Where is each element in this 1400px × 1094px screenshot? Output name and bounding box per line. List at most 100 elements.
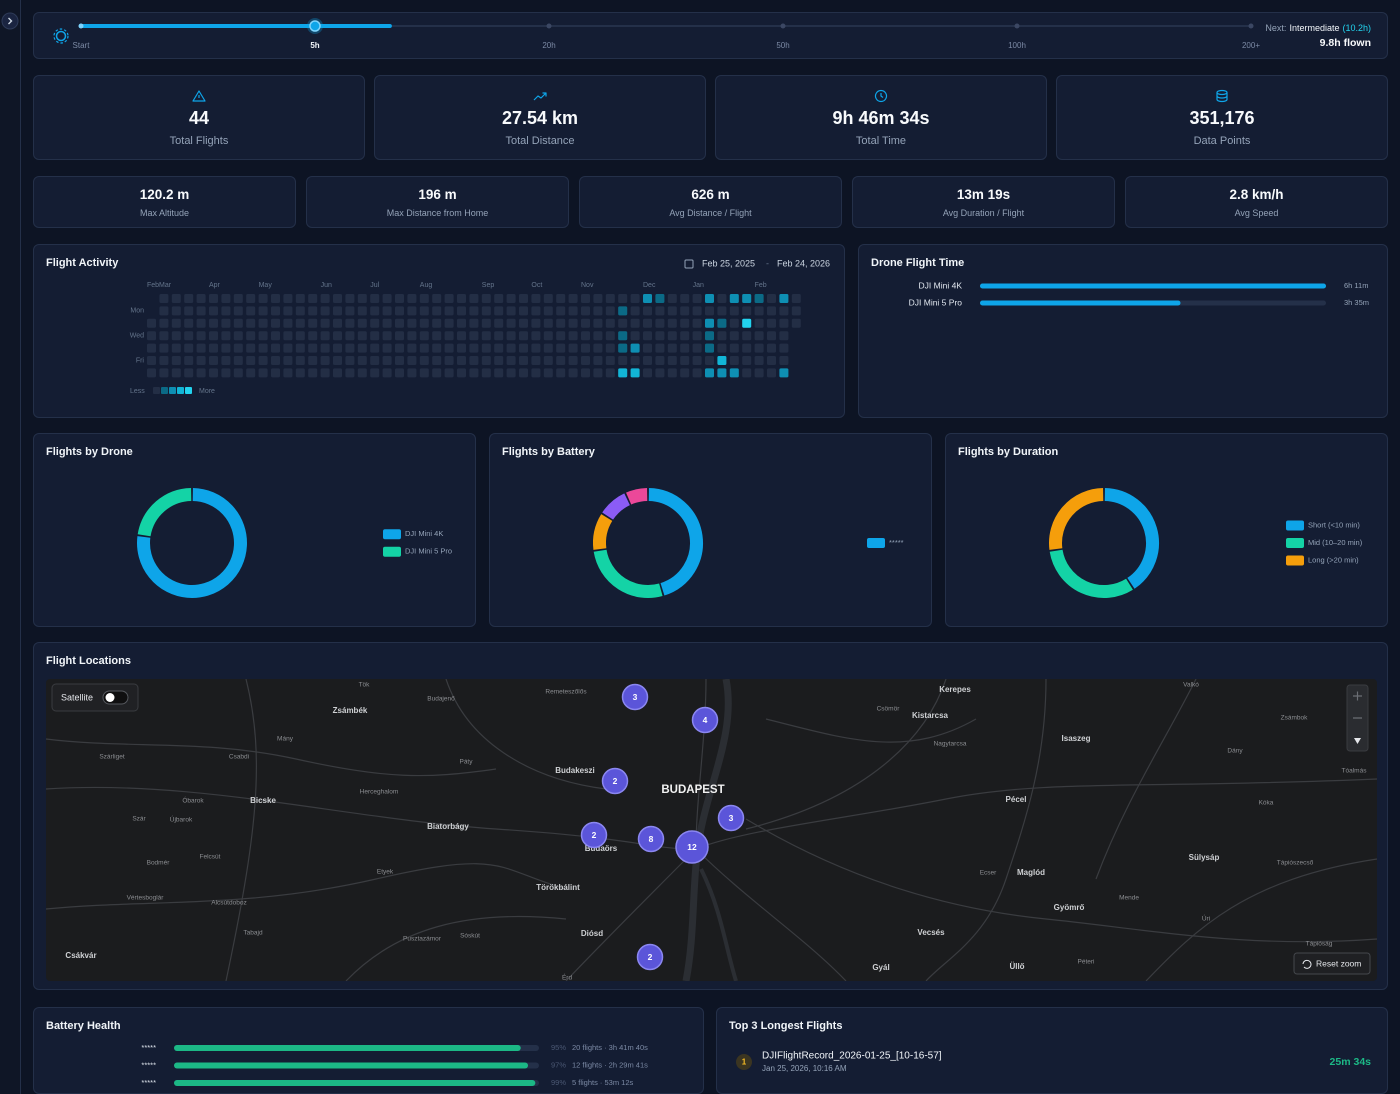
- road: [445, 679, 607, 790]
- place-label: Ecser: [980, 870, 997, 877]
- stat-value: 351,176: [1189, 107, 1255, 128]
- cluster-marker[interactable]: [621, 683, 649, 711]
- day-cell: [593, 343, 603, 353]
- day-cell: [531, 368, 541, 378]
- cluster-marker[interactable]: [636, 943, 664, 971]
- day-cell: [209, 356, 218, 365]
- active-day: [705, 331, 714, 341]
- day-cell: [444, 356, 454, 365]
- day-cell: [506, 331, 516, 341]
- day-cell: [171, 356, 181, 365]
- day-cell: [655, 306, 665, 316]
- battery-name: *****: [141, 1043, 156, 1052]
- day-cell: [581, 368, 590, 378]
- sidebar-toggle[interactable]: [0, 0, 20, 40]
- day-cell: [333, 318, 342, 328]
- drone-name: DJI Mini 5 Pro: [909, 297, 963, 307]
- day-cell: [233, 318, 243, 328]
- metric-card: 626 m Avg Distance / Flight: [579, 176, 842, 228]
- day-cell: [457, 306, 466, 316]
- day-cell: [320, 331, 330, 341]
- place-label: Csabdi: [229, 754, 249, 761]
- month-label: Mar: [159, 282, 172, 289]
- day-cell: [308, 356, 318, 365]
- place-label: Herceghalom: [360, 789, 399, 796]
- day-cell: [494, 318, 504, 328]
- day-cell: [147, 318, 156, 328]
- place-label: Tóalmás: [1342, 768, 1368, 775]
- reset-zoom-button[interactable]: [1293, 952, 1371, 975]
- day-cell: [581, 331, 590, 341]
- zoom-in[interactable]: [1353, 691, 1362, 719]
- day-cell: [556, 294, 566, 303]
- day-cell: [581, 294, 590, 303]
- card-title: Flights by Battery: [502, 446, 595, 458]
- road: [225, 679, 257, 981]
- day-cell: [407, 306, 417, 316]
- battery-detail: 20 flights · 3h 41m 40s: [572, 1043, 648, 1052]
- compass[interactable]: [1354, 738, 1361, 744]
- day-cell: [457, 331, 466, 341]
- map-canvas: Tök Budajenő Remeteszőlős Kerepes Valkó Zsámb…: [46, 679, 1377, 981]
- day-cell: [543, 343, 553, 353]
- day-cell: [605, 368, 615, 378]
- cluster-marker[interactable]: [580, 821, 608, 849]
- stat-card: 9h 46m 34s Total Time: [715, 75, 1047, 160]
- day-cell: [457, 343, 466, 353]
- day-cell: [184, 331, 194, 341]
- place-label: Óbarok: [182, 796, 204, 805]
- active-day: [717, 356, 727, 365]
- cluster-marker[interactable]: [637, 825, 665, 853]
- cluster-marker[interactable]: [675, 830, 709, 864]
- day-cell: [333, 368, 342, 378]
- donut-chart: *****: [593, 488, 904, 598]
- toggle-button[interactable]: [1, 12, 19, 30]
- top-flights-list: 1 DJIFlightRecord_2026-01-25_[10-16-57] Ja…: [736, 1051, 1371, 1073]
- milestone-label: 5h: [310, 41, 319, 50]
- place-label: Csömör: [877, 706, 901, 713]
- place-label: Diósd: [581, 929, 603, 938]
- day-cell: [531, 356, 541, 365]
- day-cell: [506, 294, 516, 303]
- day-cell: [692, 294, 702, 303]
- day-cell: [283, 318, 293, 328]
- cluster-count: 4: [703, 715, 708, 725]
- day-cell: [196, 368, 206, 378]
- day-cell: [717, 331, 727, 341]
- cluster-marker[interactable]: [601, 767, 629, 795]
- road: [695, 778, 1377, 850]
- day-cell: [283, 306, 293, 316]
- day-cell: [494, 368, 504, 378]
- day-cell: [593, 331, 603, 341]
- day-cell: [494, 306, 504, 316]
- day-cell: [593, 368, 603, 378]
- day-cell: [370, 331, 380, 341]
- day-cell: [754, 343, 764, 353]
- day-cell: [630, 294, 640, 303]
- day-cell: [345, 306, 355, 316]
- day-cell: [196, 318, 206, 328]
- day-cell: [519, 306, 528, 316]
- place-label: Kistarcsa: [912, 711, 949, 720]
- card-title: Flights by Drone: [46, 446, 133, 458]
- legend-swatch: [177, 387, 184, 394]
- day-cell: [233, 294, 243, 303]
- day-cell: [147, 356, 156, 365]
- day-cell: [680, 318, 690, 328]
- day-cell: [419, 306, 429, 316]
- progress-track: Start 5h 20h 50h 100h 200+ Next: Intermediate (1…: [53, 18, 1371, 50]
- active-day: [618, 331, 628, 341]
- month-label: Jan: [693, 282, 704, 289]
- day-cell: [692, 331, 702, 341]
- cluster-marker[interactable]: [717, 804, 745, 832]
- day-cell: [395, 343, 404, 353]
- day-cell: [258, 343, 268, 353]
- milestone-label: Start: [73, 41, 91, 50]
- day-cell: [643, 368, 652, 378]
- stat-label: Data Points: [1193, 134, 1251, 147]
- stat-icon-path: [533, 91, 547, 100]
- cluster-marker[interactable]: [691, 706, 719, 734]
- day-cell: [581, 356, 590, 365]
- day-cell: [407, 331, 417, 341]
